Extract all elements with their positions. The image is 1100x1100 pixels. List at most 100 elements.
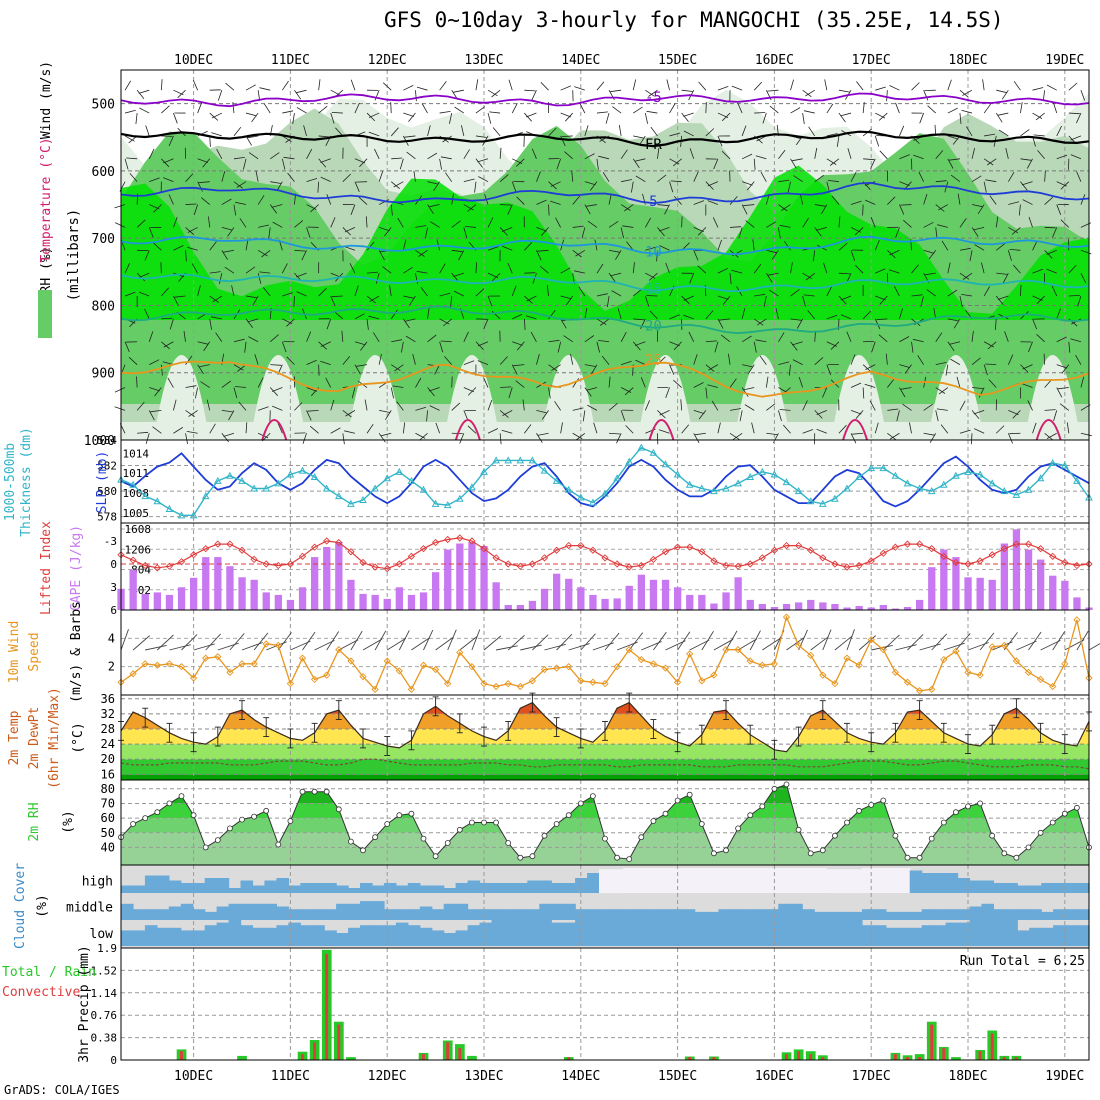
wind-barb: [200, 381, 210, 388]
wind-barb: [912, 338, 924, 343]
wind-barb: [996, 89, 1008, 94]
wind-barb: [368, 131, 380, 137]
wind-barb: [1005, 148, 1009, 159]
wind-barb: [874, 422, 879, 434]
wind-barb: [212, 295, 223, 303]
wind-barb: [217, 90, 223, 101]
wind-barb: [608, 220, 619, 228]
wind-barb: [459, 433, 465, 444]
surface-wind-barb: [762, 637, 782, 651]
cloud-cell: [216, 878, 230, 893]
rh-marker: [577, 800, 584, 807]
wind-barb: [754, 293, 766, 297]
wind-barb: [191, 263, 198, 274]
wind-barb: [985, 363, 997, 366]
wind-barb: [959, 113, 962, 125]
rh-marker: [747, 812, 754, 819]
wind-barb: [296, 291, 307, 297]
wind-barb: [294, 220, 304, 228]
wind-barb: [526, 295, 537, 302]
surface-wind-barb: [447, 629, 457, 651]
wind-barb: [956, 376, 961, 388]
wind-barb: [610, 89, 622, 93]
cape-bar: [819, 602, 827, 610]
cloud-cell: [969, 906, 983, 920]
cape-bar: [371, 594, 379, 610]
wind-barb: [1007, 354, 1014, 365]
thickness-marker: [322, 484, 331, 492]
wind-barb: [632, 341, 641, 351]
wind-barb: [427, 204, 434, 215]
wind-barb: [515, 380, 525, 388]
lifted-index-marker: [504, 560, 512, 568]
cloud-cell: [838, 869, 851, 894]
wind-barb: [601, 355, 610, 365]
wind-barb: [173, 427, 184, 434]
cape-bar: [795, 602, 803, 610]
wind-barb: [635, 175, 646, 183]
cloud-cell: [885, 868, 899, 893]
wind-barb: [669, 132, 681, 137]
wind-barb: [307, 410, 319, 412]
wind-barb: [174, 295, 186, 298]
rh-marker: [626, 856, 633, 862]
cloud-cell: [551, 903, 564, 920]
surface-wind-barb: [979, 632, 995, 651]
wind-barb: [399, 158, 404, 170]
wind-barb: [886, 90, 888, 102]
bottom-date-label: 10DEC: [174, 1069, 213, 1084]
wind-barb: [1044, 196, 1054, 205]
wind-barb: [1068, 82, 1078, 91]
wind-barb: [561, 135, 573, 137]
thickness-marker: [250, 484, 258, 492]
wind-barb: [596, 263, 604, 274]
wind-barb: [429, 405, 440, 411]
wind-speed-line: [120, 615, 1090, 692]
wind-barb: [385, 410, 392, 420]
rh-marker: [565, 812, 572, 819]
lifted-index-marker: [492, 554, 500, 562]
thickness-marker: [492, 456, 500, 464]
wind-barb: [354, 181, 360, 192]
lifted-index-marker: [794, 541, 803, 550]
wind-barb: [499, 147, 502, 159]
cape-bar: [565, 578, 573, 610]
wind-barb: [983, 158, 994, 166]
rh-marker: [1074, 804, 1080, 811]
cloud-cell: [336, 933, 349, 946]
wind-barb: [247, 135, 259, 139]
wind-barb: [719, 318, 731, 321]
wind-barb: [995, 295, 1004, 305]
wind-speed-marker: [516, 682, 524, 691]
wind-barb: [997, 295, 1009, 300]
wind-barb: [966, 126, 973, 137]
wind-barb: [693, 200, 705, 205]
cloud-cell: [706, 868, 720, 893]
temp-band: [121, 759, 1089, 775]
wind-barb: [185, 433, 188, 445]
rh-marker: [795, 826, 802, 833]
wind-barb: [511, 181, 517, 193]
precip-convective-bar: [180, 1051, 183, 1060]
wind-barb: [375, 273, 380, 284]
wind-barb: [1001, 89, 1009, 100]
cloud-cell: [264, 903, 277, 920]
surface-wind-barb: [326, 631, 340, 651]
wind-barb: [644, 112, 648, 124]
wind-barb: [856, 81, 864, 91]
precip-convective-bar: [893, 1054, 897, 1060]
cloud-cell: [766, 868, 779, 893]
wind-barb: [923, 90, 929, 101]
li-tick-label: -3: [104, 535, 117, 548]
wind-barb: [705, 310, 714, 320]
rh-marker: [287, 818, 294, 824]
wind-barb: [1056, 387, 1063, 398]
lifted-index-marker: [540, 554, 549, 562]
cloud-cell: [455, 903, 469, 920]
dry-plume: [347, 355, 404, 440]
wind-barb: [855, 265, 864, 274]
wind-barb: [959, 400, 966, 411]
wind-barb: [707, 384, 719, 388]
wind-barb: [572, 407, 584, 411]
cape-bar: [710, 603, 718, 610]
